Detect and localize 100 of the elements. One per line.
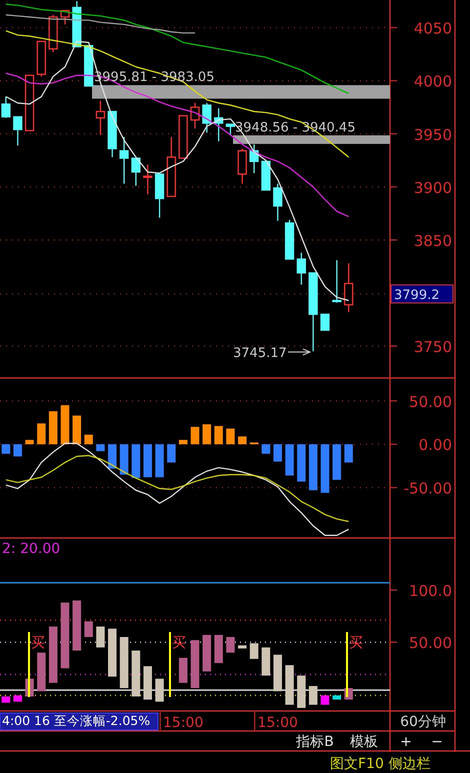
x-tick-label: 15:00 — [163, 715, 204, 731]
bar — [344, 444, 353, 462]
bar — [190, 426, 200, 444]
y-tick-label: 4000 — [414, 72, 452, 91]
text: + — [400, 734, 412, 750]
line-series — [5, 4, 350, 94]
bar — [120, 636, 128, 688]
bar — [84, 434, 93, 444]
annotation: 2: 20.00 — [2, 541, 60, 557]
bar — [108, 628, 117, 677]
bar — [143, 444, 152, 478]
text: 模板 — [350, 734, 378, 750]
ref-line-label: 3799.2 — [394, 288, 440, 303]
bar — [96, 626, 105, 648]
bar — [84, 621, 93, 637]
bar — [297, 444, 306, 482]
candlestick — [344, 262, 354, 313]
bar — [308, 444, 318, 490]
bar — [72, 600, 82, 651]
bar — [96, 444, 105, 452]
y-tick-label: 50.00 — [409, 634, 452, 652]
candlestick — [1, 96, 11, 118]
line-series — [5, 14, 196, 34]
bar — [250, 643, 258, 659]
bar — [60, 405, 70, 444]
bar — [320, 444, 330, 493]
candlestick — [238, 148, 247, 184]
bar — [332, 444, 342, 480]
text: 4:00 16 至今涨幅-2.05% — [2, 713, 150, 728]
bar — [297, 676, 306, 708]
bar — [273, 654, 282, 692]
candlestick — [13, 116, 22, 146]
bar — [155, 444, 164, 478]
bar — [238, 645, 247, 648]
candlestick — [273, 183, 282, 222]
annotation: 买 — [31, 635, 45, 652]
bar — [2, 696, 10, 703]
bar — [178, 440, 188, 444]
annotation: 买 — [172, 635, 186, 652]
bar — [167, 444, 176, 462]
candlestick — [119, 136, 129, 184]
bar — [308, 686, 318, 705]
bar — [120, 444, 128, 475]
bar — [37, 652, 46, 692]
candlestick — [131, 158, 141, 186]
bar — [48, 411, 58, 444]
text: − — [431, 734, 443, 750]
line-series — [5, 442, 350, 536]
bar — [155, 678, 164, 702]
candlestick — [143, 164, 152, 195]
candlestick — [226, 124, 236, 136]
candlestick — [96, 100, 106, 136]
annotation: 3745.17 — [233, 346, 287, 361]
bar — [143, 666, 152, 700]
bar — [214, 426, 223, 444]
bar — [2, 444, 10, 454]
bar — [13, 695, 22, 702]
bar — [332, 695, 342, 700]
x-tick-label: 15:00 — [258, 715, 298, 731]
bar — [273, 444, 282, 462]
bar — [72, 416, 82, 444]
candlestick — [332, 260, 342, 304]
bar — [132, 444, 140, 478]
bar — [262, 647, 270, 676]
bar — [202, 634, 212, 672]
candlestick — [202, 102, 212, 134]
text: 60分钟 — [400, 714, 446, 730]
annotation: 买 — [349, 635, 363, 652]
bar — [214, 634, 223, 664]
bar — [37, 423, 46, 444]
bar — [190, 640, 200, 688]
y-tick-label: 3850 — [414, 232, 452, 250]
bar — [25, 440, 34, 444]
line-series — [5, 454, 350, 522]
y-tick-label: 0.00 — [418, 436, 452, 454]
bar — [285, 444, 294, 476]
bar — [132, 650, 140, 696]
bar — [108, 444, 117, 469]
bar — [13, 444, 22, 456]
bar — [262, 444, 270, 454]
text: 指标B — [295, 734, 334, 750]
y-tick-label: -50.00 — [404, 480, 452, 498]
y-tick-label: 4050 — [414, 20, 452, 38]
bar — [48, 626, 58, 683]
bar — [285, 665, 294, 705]
y-tick-label: 3750 — [414, 338, 452, 356]
candlestick — [190, 102, 200, 130]
y-tick-label: 50.00 — [409, 392, 452, 411]
bar — [202, 424, 212, 444]
y-tick-label: 3900 — [414, 178, 452, 197]
bar — [320, 695, 330, 705]
candlestick — [296, 252, 306, 286]
bar — [60, 602, 70, 668]
bar — [226, 428, 235, 444]
bar — [238, 436, 247, 444]
bar — [178, 658, 188, 683]
y-tick-label: 100.0 — [409, 582, 452, 600]
y-tick-label: 3950 — [414, 126, 452, 144]
bar — [226, 636, 235, 653]
text: 图文F10 侧边栏 — [330, 756, 430, 772]
